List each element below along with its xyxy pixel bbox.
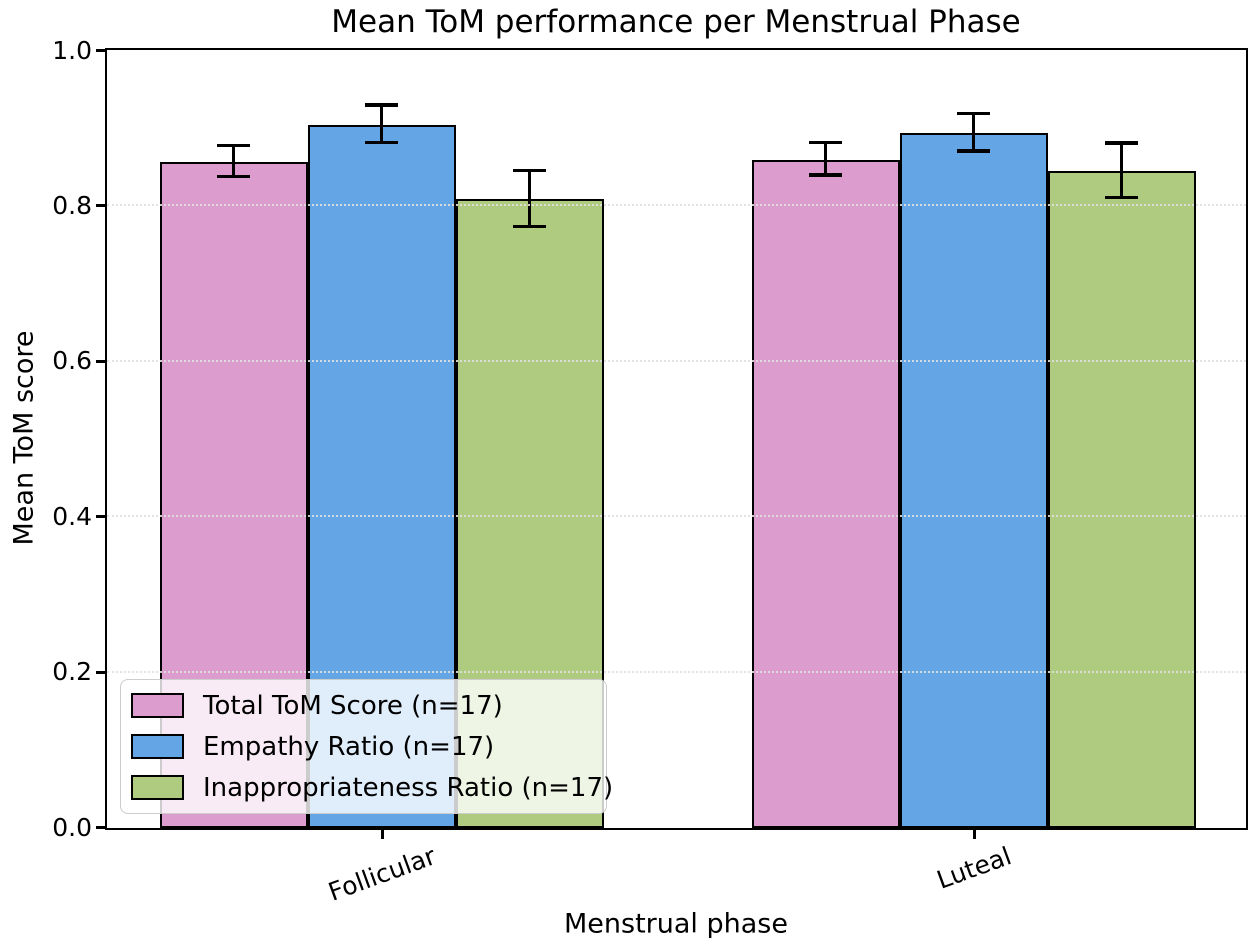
error-bar-cap [809,173,842,177]
legend-label: Inappropriateness Ratio (n=17) [203,772,614,803]
error-bar-cap [365,140,398,145]
chart-title: Mean ToM performance per Menstrual Phase [331,4,1021,40]
bar-luteal-total-tom-score-n-17 [751,159,900,828]
y-tick-label-1.0: 1.0 [52,35,92,65]
error-bar-cap [513,224,546,229]
error-bar-line [379,105,384,143]
x-tick-label-luteal: Luteal [932,841,1016,895]
legend-label: Total ToM Score (n=17) [203,690,503,721]
x-axis-label: Menstrual phase [564,908,788,940]
bar-luteal-empathy-ratio-n-17 [899,133,1048,828]
y-tick-label-0.2: 0.2 [52,657,92,687]
legend-label: Empathy Ratio (n=17) [203,731,495,762]
error-bar-line [231,145,236,177]
y-tick-label-0.0: 0.0 [52,812,92,842]
y-tick-label-0.6: 0.6 [52,346,92,376]
error-bar-cap [809,140,842,145]
error-bar-line [1119,143,1124,198]
legend-swatch-empathy-ratio-n-17 [131,734,184,759]
x-tick-mark [380,830,384,839]
x-tick-label-follicular: Follicular [324,841,440,907]
y-tick-mark [96,204,105,208]
x-tick-mark [972,830,976,839]
error-bar-cap [1105,195,1138,200]
error-bar-line [527,170,532,227]
y-tick-mark [96,670,105,674]
legend-swatch-total-tom-score-n-17 [131,693,184,718]
error-bar-cap [217,143,250,148]
y-tick-label-0.8: 0.8 [52,190,92,220]
error-bar-cap [365,103,398,107]
error-bar-cap [217,174,250,179]
legend: Total ToM Score (n=17) Empathy Ratio (n=1… [120,679,613,814]
y-axis-label: Mean ToM score [8,330,40,546]
error-bar-cap [1105,141,1138,145]
legend-item-total-tom-score-n-17: Total ToM Score (n=17) [131,685,596,726]
legend-swatch-inappropriateness-ratio-n-17 [131,775,184,800]
error-bars-layer [107,50,1246,828]
legend-item-inappropriateness-ratio-n-17: Inappropriateness Ratio (n=17) [131,767,613,808]
y-tick-label-0.4: 0.4 [52,501,92,531]
plot-area: Total ToM Score (n=17) Empathy Ratio (n=1… [105,48,1248,830]
error-bar-line [971,113,976,151]
y-tick-mark [96,515,105,519]
error-bar-cap [513,168,546,173]
error-bar-cap [957,111,990,116]
y-tick-mark [96,49,105,52]
y-tick-mark [96,359,105,363]
error-bar-cap [957,149,990,153]
bar-luteal-inappropriateness-ratio-n-17 [1047,171,1196,828]
y-tick-mark [96,826,105,829]
legend-item-empathy-ratio-n-17: Empathy Ratio (n=17) [131,726,596,767]
error-bar-line [823,142,828,176]
